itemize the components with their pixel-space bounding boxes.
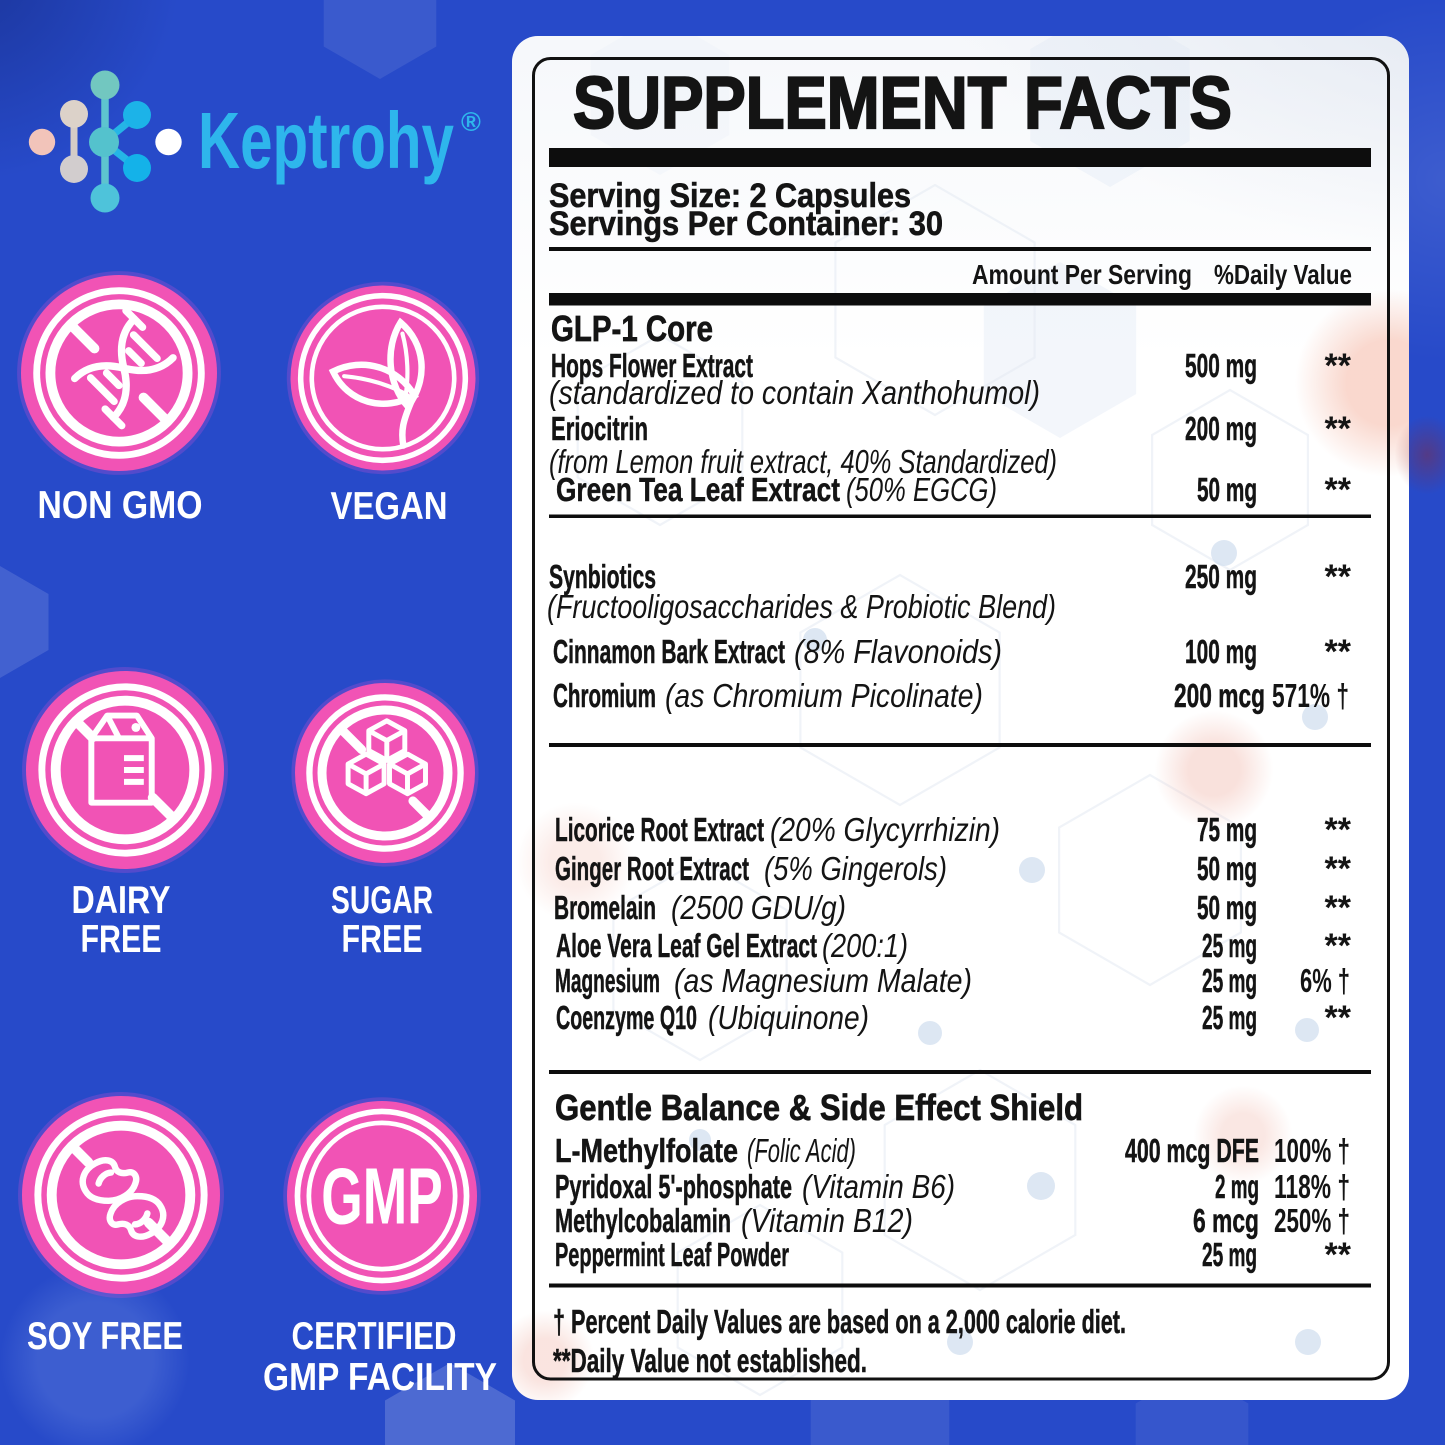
svg-text:**: ** bbox=[1325, 471, 1352, 509]
svg-text:400 mcg DFE: 400 mcg DFE bbox=[1125, 1132, 1259, 1169]
svg-text:GMP: GMP bbox=[321, 1152, 443, 1241]
svg-text:Serving Size: 2 Capsules: Serving Size: 2 Capsules bbox=[549, 177, 911, 215]
svg-text:(standardized to contain Xanth: (standardized to contain Xanthohumol) bbox=[549, 374, 1040, 411]
svg-text:Gentle Balance & Side Effect S: Gentle Balance & Side Effect Shield bbox=[555, 1087, 1083, 1128]
svg-text:571% †: 571% † bbox=[1272, 677, 1349, 714]
svg-text:25 mg: 25 mg bbox=[1202, 927, 1257, 964]
svg-text:Ginger Root Extract: Ginger Root Extract bbox=[555, 850, 749, 887]
svg-text:CERTIFIED: CERTIFIED bbox=[292, 1315, 457, 1358]
svg-text:Amount Per Serving: Amount Per Serving bbox=[972, 259, 1192, 290]
svg-text:75 mg: 75 mg bbox=[1197, 811, 1257, 848]
svg-text:SUPPLEMENT FACTS: SUPPLEMENT FACTS bbox=[573, 63, 1232, 144]
svg-text:**: ** bbox=[1325, 410, 1352, 448]
svg-text:**: ** bbox=[1325, 1236, 1352, 1274]
svg-text:FREE: FREE bbox=[81, 918, 162, 961]
svg-text:VEGAN: VEGAN bbox=[331, 485, 448, 528]
svg-text:Green Tea Leaf Extract: Green Tea Leaf Extract bbox=[556, 471, 840, 508]
svg-text:Pyridoxal 5'-phosphate: Pyridoxal 5'-phosphate bbox=[555, 1168, 792, 1205]
svg-text:Hops Flower Extract: Hops Flower Extract bbox=[551, 347, 753, 384]
svg-text:Licorice Root Extract: Licorice Root Extract bbox=[555, 811, 764, 848]
svg-text:**: ** bbox=[1325, 347, 1352, 385]
svg-text:Chromium: Chromium bbox=[553, 677, 656, 714]
svg-text:Methylcobalamin: Methylcobalamin bbox=[555, 1202, 731, 1239]
svg-text:25 mg: 25 mg bbox=[1202, 962, 1257, 999]
svg-text:GLP-1 Core: GLP-1 Core bbox=[551, 308, 713, 349]
svg-text:NON GMO: NON GMO bbox=[38, 484, 203, 527]
svg-text:(from Lemon fruit extract, 40%: (from Lemon fruit extract, 40% Standardi… bbox=[549, 443, 1057, 480]
svg-text:(Vitamin B6): (Vitamin B6) bbox=[802, 1168, 955, 1205]
svg-text:%Daily Value: %Daily Value bbox=[1214, 259, 1352, 290]
svg-text:200 mcg: 200 mcg bbox=[1174, 677, 1265, 714]
svg-text:25 mg: 25 mg bbox=[1202, 1236, 1257, 1273]
svg-text:Servings Per Container: 30: Servings Per Container: 30 bbox=[549, 205, 943, 243]
svg-text:GMP FACILITY: GMP FACILITY bbox=[263, 1356, 497, 1399]
svg-text:(50% EGCG): (50% EGCG) bbox=[846, 471, 997, 508]
svg-text:(5% Gingerols): (5% Gingerols) bbox=[764, 850, 947, 887]
svg-text:Aloe Vera Leaf Gel Extract: Aloe Vera Leaf Gel Extract bbox=[556, 927, 817, 964]
svg-text:SOY FREE: SOY FREE bbox=[27, 1315, 183, 1358]
svg-text:(Ubiquinone): (Ubiquinone) bbox=[708, 999, 869, 1036]
svg-text:100 mg: 100 mg bbox=[1185, 633, 1257, 670]
svg-text:Bromelain: Bromelain bbox=[554, 889, 656, 926]
svg-text:(8% Flavonoids): (8% Flavonoids) bbox=[794, 633, 1002, 670]
svg-text:®: ® bbox=[461, 107, 481, 137]
svg-text:500 mg: 500 mg bbox=[1185, 347, 1257, 384]
svg-text:50 mg: 50 mg bbox=[1197, 471, 1257, 508]
svg-text:**: ** bbox=[1325, 927, 1352, 965]
svg-text:50 mg: 50 mg bbox=[1197, 850, 1257, 887]
svg-text:Keptrohy: Keptrohy bbox=[198, 96, 454, 185]
svg-text:(as Chromium Picolinate): (as Chromium Picolinate) bbox=[665, 677, 983, 714]
svg-text:Magnesium: Magnesium bbox=[555, 962, 660, 999]
svg-text:Eriocitrin: Eriocitrin bbox=[551, 410, 648, 447]
svg-text:2 mg: 2 mg bbox=[1215, 1168, 1259, 1205]
svg-text:**: ** bbox=[1325, 850, 1352, 888]
svg-text:200 mg: 200 mg bbox=[1185, 410, 1257, 447]
svg-text:**: ** bbox=[1325, 889, 1352, 927]
svg-text:**: ** bbox=[1325, 558, 1352, 596]
svg-text:FREE: FREE bbox=[342, 918, 423, 961]
svg-text:DAIRY: DAIRY bbox=[72, 879, 171, 922]
svg-text:Coenzyme Q10: Coenzyme Q10 bbox=[556, 999, 697, 1036]
svg-text:**: ** bbox=[1325, 633, 1352, 671]
svg-text:**: ** bbox=[1325, 811, 1352, 849]
svg-text:Peppermint Leaf Powder: Peppermint Leaf Powder bbox=[555, 1236, 789, 1273]
svg-text:50 mg: 50 mg bbox=[1197, 889, 1257, 926]
svg-text:6 mcg: 6 mcg bbox=[1193, 1202, 1259, 1239]
svg-text:(Folic Acid): (Folic Acid) bbox=[747, 1132, 856, 1169]
svg-text:250% †: 250% † bbox=[1274, 1202, 1350, 1239]
svg-text:250 mg: 250 mg bbox=[1185, 558, 1257, 595]
svg-text:118% †: 118% † bbox=[1274, 1168, 1350, 1205]
svg-text:SUGAR: SUGAR bbox=[331, 879, 433, 922]
svg-text:Synbiotics: Synbiotics bbox=[549, 558, 656, 595]
svg-text:**: ** bbox=[1325, 999, 1352, 1037]
svg-text:† Percent Daily Values are bas: † Percent Daily Values are based on a 2,… bbox=[553, 1303, 1126, 1340]
svg-text:(Vitamin B12): (Vitamin B12) bbox=[741, 1202, 913, 1239]
svg-text:(20% Glycyrrhizin): (20% Glycyrrhizin) bbox=[770, 811, 1000, 848]
svg-text:(Fructooligosaccharides & Prob: (Fructooligosaccharides & Probiotic Blen… bbox=[547, 588, 1056, 625]
svg-text:**Daily Value not established.: **Daily Value not established. bbox=[553, 1342, 867, 1379]
svg-text:L-Methylfolate: L-Methylfolate bbox=[555, 1132, 738, 1169]
svg-text:100% †: 100% † bbox=[1274, 1132, 1350, 1169]
svg-text:(200:1): (200:1) bbox=[822, 927, 908, 964]
svg-text:(2500 GDU/g): (2500 GDU/g) bbox=[671, 889, 846, 926]
svg-text:Cinnamon Bark Extract: Cinnamon Bark Extract bbox=[553, 633, 785, 670]
svg-text:6% †: 6% † bbox=[1300, 962, 1350, 999]
svg-text:(as Magnesium Malate): (as Magnesium Malate) bbox=[674, 962, 972, 999]
svg-text:25 mg: 25 mg bbox=[1202, 999, 1257, 1036]
